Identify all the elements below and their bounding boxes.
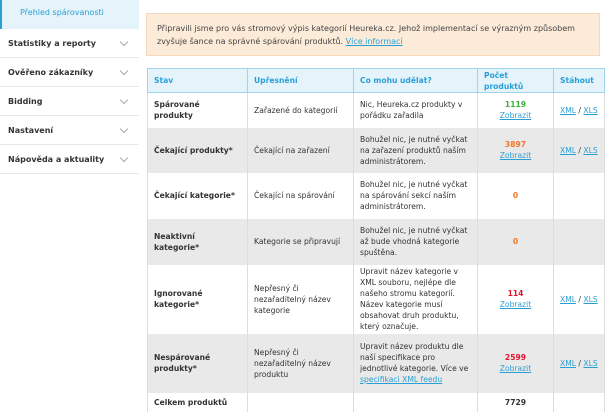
action-text: Upravit název produktu dle naší specifik…: [360, 342, 469, 373]
action-text: Upravit název kategorie v XML souboru, n…: [360, 267, 459, 331]
download-cell: [553, 172, 605, 219]
show-link[interactable]: Zobrazit: [499, 151, 532, 160]
product-count: 0: [512, 191, 519, 200]
sidebar-item-label: Nastavení: [8, 125, 54, 135]
xml-download-link[interactable]: XML: [560, 105, 576, 115]
xls-download-link[interactable]: XLS: [583, 294, 598, 304]
table-row: Čekající kategorie* Čekající na spárován…: [147, 172, 605, 219]
xml-download-link[interactable]: XML: [560, 145, 576, 155]
download-cell: [553, 218, 605, 265]
chevron-down-icon: [119, 66, 129, 75]
separator: /: [578, 145, 581, 155]
xls-download-link[interactable]: XLS: [583, 105, 598, 115]
sidebar-item-label: Nápověda a aktuality: [8, 154, 105, 164]
sidebar-item-label: Ověřeno zákazníky: [8, 67, 94, 77]
info-notice: Připravili jsme pro vás stromový výpis k…: [146, 13, 600, 56]
detail-cell: Kategorie se připravují: [247, 218, 354, 265]
status-cell: Čekající kategorie*: [147, 172, 248, 219]
download-cell: XML / XLS: [553, 333, 605, 393]
total-count: 7729: [477, 392, 554, 412]
col-upresneni: Upřesnění: [247, 68, 354, 93]
spec-link[interactable]: specifikaci XML feedu: [360, 375, 443, 384]
download-cell: XML / XLS: [553, 127, 605, 173]
col-co-mohu: Co mohu udělat?: [353, 68, 478, 93]
table-row: Čekající produkty* Čekající na zařazení …: [147, 127, 605, 173]
sidebar-item-bidding[interactable]: Bidding: [0, 87, 139, 116]
product-count: 114: [507, 289, 524, 298]
chevron-down-icon: [119, 124, 129, 133]
action-text: Nic, Heureka.cz produkty v pořádku zařad…: [360, 100, 463, 121]
xml-download-link[interactable]: XML: [560, 358, 576, 368]
product-count: 2599: [504, 353, 527, 362]
sidebar-item-label: Bidding: [8, 96, 43, 106]
status-cell: Čekající produkty*: [147, 127, 248, 173]
xml-download-link[interactable]: XML: [560, 294, 576, 304]
download-cell: XML / XLS: [553, 92, 605, 128]
notice-text: Připravili jsme pro vás stromový výpis k…: [157, 24, 575, 46]
chevron-down-icon: [119, 37, 129, 46]
detail-cell: Čekající na spárování: [247, 172, 354, 219]
product-count: 3897: [504, 140, 527, 149]
show-link[interactable]: Zobrazit: [499, 364, 532, 373]
status-cell: Spárované produkty: [147, 92, 248, 128]
xls-download-link[interactable]: XLS: [583, 145, 598, 155]
xls-download-link[interactable]: XLS: [583, 358, 598, 368]
count-cell: 1119 Zobrazit: [477, 92, 554, 128]
sidebar-item-statistiky[interactable]: Statistiky a reporty: [0, 29, 139, 58]
col-stahout: Stáhout: [553, 68, 605, 93]
sidebar: Přehled spárovanosti Statistiky a report…: [0, 0, 139, 411]
detail-cell: Zařazené do kategorií: [247, 92, 354, 128]
download-cell: XML / XLS: [553, 264, 605, 334]
status-cell: Neaktivní kategorie*: [147, 218, 248, 265]
total-label: Celkem produktů: [147, 392, 248, 412]
action-cell: Nic, Heureka.cz produkty v pořádku zařad…: [353, 92, 478, 128]
action-cell: Bohužel nic, je nutné vyčkat až bude vho…: [353, 218, 478, 265]
matching-table: Stav Upřesnění Co mohu udělat? Počet pro…: [147, 68, 605, 412]
total-row: Celkem produktů 7729: [147, 392, 605, 412]
table-row: Ignorované kategorie* Nepřesný či nezařa…: [147, 264, 605, 334]
product-count: 1119: [504, 100, 527, 110]
col-stav: Stav: [147, 68, 248, 93]
action-cell: Upravit název kategorie v XML souboru, n…: [353, 264, 478, 334]
sidebar-item-prehled-sparovanosti[interactable]: Přehled spárovanosti: [0, 0, 139, 29]
sidebar-item-overeno[interactable]: Ověřeno zákazníky: [0, 58, 139, 87]
action-cell: Upravit název produktu dle naší specifik…: [353, 333, 478, 393]
product-count: 0: [512, 237, 519, 246]
detail-cell: Čekající na zařazení: [247, 127, 354, 173]
count-cell: 2599 Zobrazit: [477, 333, 554, 393]
separator: /: [578, 358, 581, 368]
more-info-link[interactable]: Více informací: [345, 37, 403, 46]
count-cell: 3897 Zobrazit: [477, 127, 554, 173]
show-link[interactable]: Zobrazit: [499, 111, 532, 121]
status-cell: Ignorované kategorie*: [147, 264, 248, 334]
count-cell: 114 Zobrazit: [477, 264, 554, 334]
table-row: Neaktivní kategorie* Kategorie se připra…: [147, 218, 605, 265]
col-pocet: Počet produktů: [477, 68, 554, 93]
chevron-down-icon: [119, 153, 129, 162]
sidebar-item-nastaveni[interactable]: Nastavení: [0, 116, 139, 145]
count-cell: 0: [477, 218, 554, 265]
table-row: Spárované produkty Zařazené do kategorií…: [147, 92, 605, 128]
separator: /: [578, 294, 581, 304]
table-row: Nespárované produkty* Nepřesný či nezařa…: [147, 333, 605, 393]
action-cell: Bohužel nic, je nutné vyčkat na zařazení…: [353, 127, 478, 173]
sidebar-item-label: Statistiky a reporty: [8, 38, 96, 48]
action-text: Bohužel nic, je nutné vyčkat na zařazení…: [360, 134, 468, 166]
separator: /: [578, 105, 581, 115]
detail-cell: Nepřesný či nezařaditelný název produktu: [247, 333, 354, 393]
detail-cell: Nepřesný či nezařaditelný název kategori…: [247, 264, 354, 334]
action-text: Bohužel nic, je nutné vyčkat až bude vho…: [360, 226, 468, 257]
status-cell: Nespárované produkty*: [147, 333, 248, 393]
action-cell: Bohužel nic, je nutné vyčkat na spárován…: [353, 172, 478, 219]
action-text: Bohužel nic, je nutné vyčkat na spárován…: [360, 180, 468, 211]
table-header: Stav Upřesnění Co mohu udělat? Počet pro…: [147, 68, 605, 93]
chevron-down-icon: [119, 95, 129, 104]
count-cell: 0: [477, 172, 554, 219]
sidebar-item-napoveda[interactable]: Nápověda a aktuality: [0, 145, 139, 174]
show-link[interactable]: Zobrazit: [499, 300, 532, 309]
